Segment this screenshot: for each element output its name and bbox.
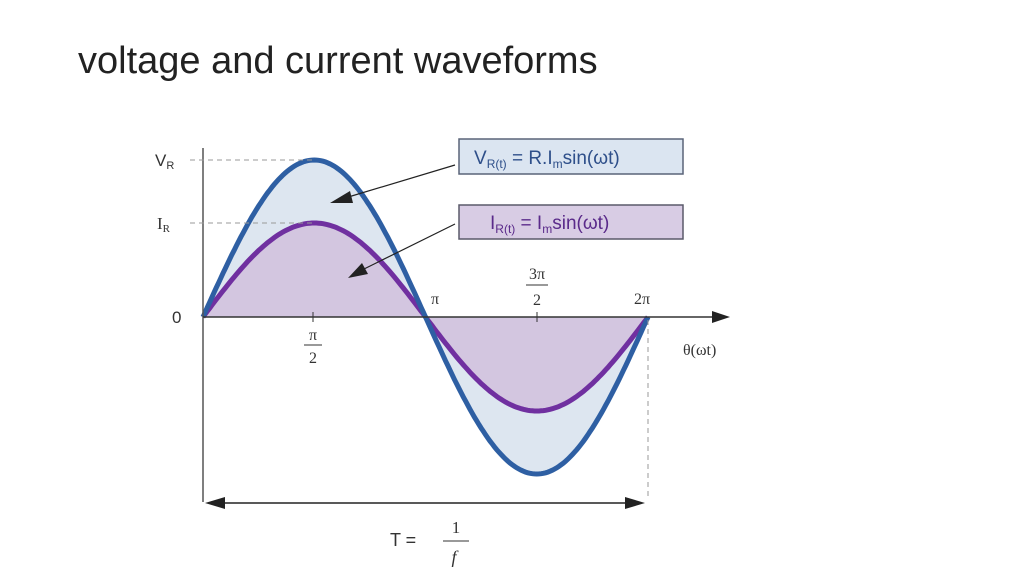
x-axis-arrow — [712, 311, 730, 323]
y-label: VR — [155, 151, 174, 172]
x-label: 2 — [533, 292, 541, 309]
pointer — [344, 164, 456, 199]
x-label: 2 — [309, 350, 317, 367]
period-label: T = — [390, 530, 416, 550]
pointer-head — [348, 263, 368, 278]
y-label: 0 — [172, 308, 181, 327]
current-box — [458, 204, 684, 240]
x-label: π — [431, 291, 439, 308]
period-num: 1 — [452, 518, 461, 537]
period-den: f — [451, 547, 459, 567]
voltage-box — [458, 138, 684, 175]
y-label: IR — [157, 214, 171, 235]
voltage-equation: VR(t) = R.Imsin(ωt) — [474, 148, 620, 171]
x-label: 2π — [634, 291, 650, 308]
pointer — [361, 223, 456, 271]
arrow-head — [625, 497, 645, 509]
pointer-head — [330, 191, 353, 203]
x-label: 3π — [529, 266, 545, 283]
arrow-head — [205, 497, 225, 509]
current-equation: IR(t) = Imsin(ωt) — [490, 213, 609, 236]
x-axis-label: θ(ωt) — [683, 342, 716, 359]
slide-title: voltage and current waveforms — [78, 40, 598, 82]
x-label: π — [309, 327, 317, 344]
